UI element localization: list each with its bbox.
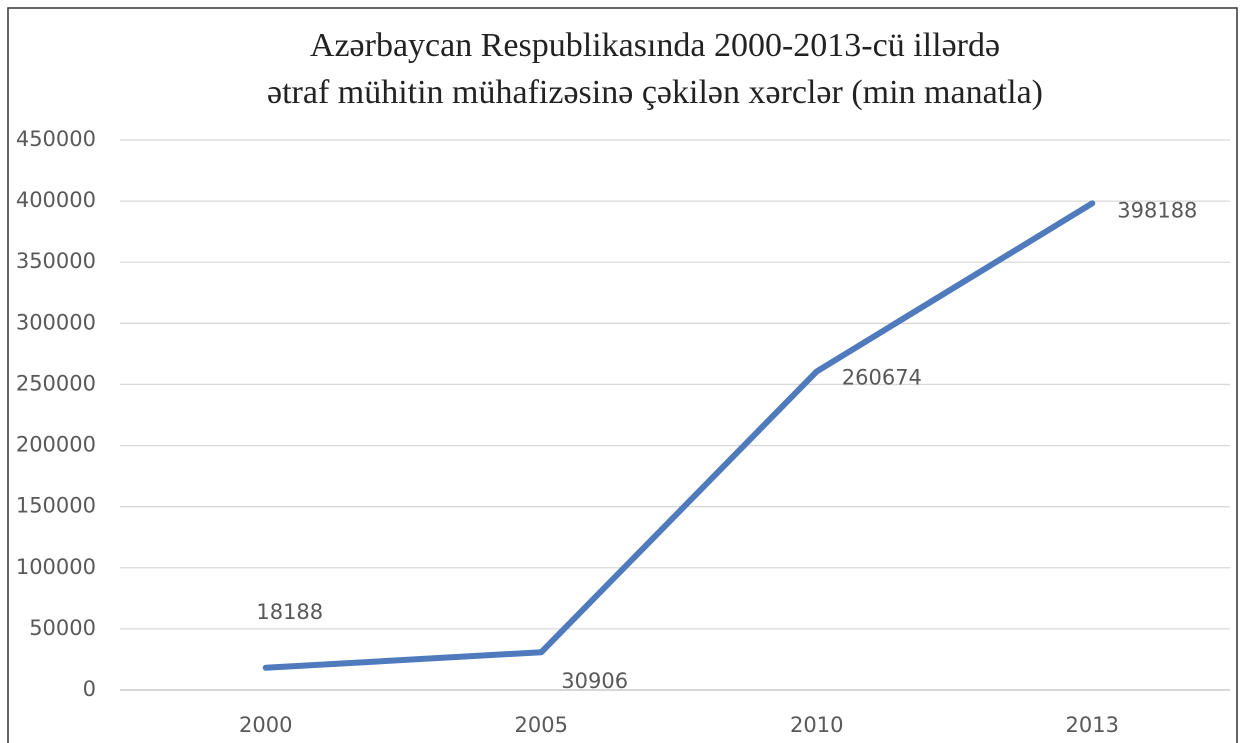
data-label: 30906 [561,669,628,693]
x-tick-label: 2013 [1066,713,1119,737]
data-label: 260674 [842,365,922,389]
x-tick-label: 2000 [239,713,292,737]
x-tick-label: 2005 [515,713,568,737]
y-tick-label: 200000 [16,433,96,457]
chart-title: ətraf mühitin mühafizəsinə çəkilən xərcl… [267,74,1043,111]
y-tick-label: 350000 [16,249,96,273]
y-tick-label: 150000 [16,494,96,518]
x-tick-label: 2010 [790,713,843,737]
y-tick-label: 450000 [16,127,96,151]
y-tick-label: 0 [83,677,96,701]
line [262,200,1096,671]
y-tick-label: 400000 [16,188,96,212]
y-tick-label: 300000 [16,310,96,334]
data-label: 18188 [256,600,323,624]
y-tick-label: 50000 [29,616,96,640]
y-tick-label: 250000 [16,371,96,395]
chart-border [7,7,1238,743]
data-label: 398188 [1117,198,1197,222]
chart-title: Azərbaycan Respublikasında 2000-2013-cü … [310,27,1000,64]
y-tick-label: 100000 [16,555,96,579]
